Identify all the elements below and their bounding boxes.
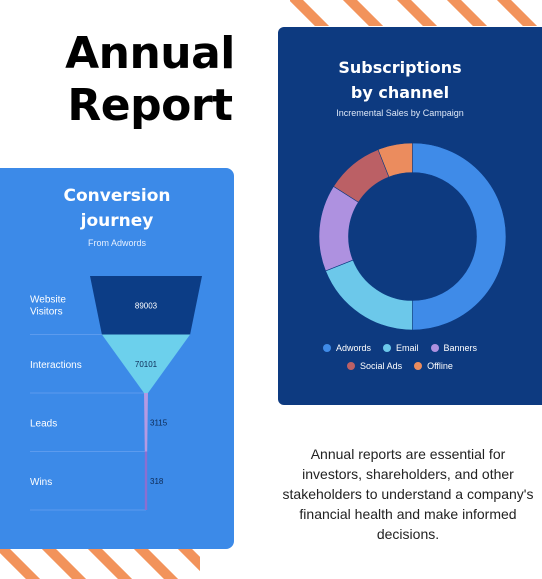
legend-swatch: [430, 344, 439, 352]
legend-item: Social Ads: [347, 361, 402, 371]
stripe: [0, 546, 41, 579]
funnel-value-label: 70101: [135, 360, 158, 369]
stripe: [174, 546, 200, 572]
legend-swatch: [347, 362, 356, 370]
donut-slice-adwords: [412, 142, 507, 331]
legend-row: Adwords Email Banners: [278, 343, 522, 353]
funnel-stage-label: Wins: [30, 477, 52, 488]
funnel-stage-3: [144, 451, 148, 510]
legend-label: Social Ads: [360, 361, 403, 371]
funnel-title: Conversion journey: [0, 184, 234, 234]
legend-swatch: [322, 344, 331, 352]
legend-row: Social Ads Offline: [278, 361, 522, 371]
conversion-funnel-card: Conversion journey From Adwords Website V…: [0, 168, 234, 549]
decorative-stripes-top: [290, 0, 542, 26]
legend-item: Adwords: [322, 343, 371, 353]
funnel-stage-label: Interactions: [30, 360, 82, 371]
subscriptions-card: Subscriptions by channel Incremental Sal…: [278, 27, 542, 405]
decorative-stripes-bottom: [0, 546, 200, 579]
legend-swatch: [414, 362, 423, 370]
chart-legend: Adwords Email Banners Social Ads Offline: [278, 343, 522, 379]
donut-chart: [318, 142, 507, 331]
stripe: [84, 546, 133, 579]
funnel-stage-0: [90, 276, 202, 335]
funnel-value-label: 318: [150, 477, 164, 486]
stripe: [396, 0, 438, 26]
donut-slice-email: [325, 259, 413, 331]
funnel-value-label: 3115: [150, 418, 168, 427]
legend-item: Offline: [414, 361, 453, 371]
funnel-subtitle: From Adwords: [87, 238, 147, 248]
stripe: [130, 546, 179, 579]
stripes-svg: [290, 0, 538, 26]
channel-title: Subscriptions by channel: [278, 55, 522, 105]
stripe: [496, 0, 538, 26]
legend-item: Banners: [430, 343, 478, 353]
stripe: [446, 0, 488, 26]
description-text: Annual reports are essential for investo…: [282, 446, 534, 542]
funnel-chart: Website Visitors 89003 Interactions 70101 Lea…: [30, 276, 202, 511]
funnel-title-line1: Conversion: [63, 186, 171, 206]
funnel-title-line2: journey: [80, 211, 154, 231]
stripe: [290, 0, 330, 26]
funnel-stage-label: Website Visitors: [30, 294, 66, 317]
stripe: [38, 546, 87, 579]
legend-label: Email: [395, 343, 419, 353]
stripes-svg: [0, 546, 200, 579]
legend-item: Email: [382, 343, 419, 353]
funnel-stage-label: Leads: [30, 418, 57, 429]
stripe: [342, 0, 384, 26]
channel-title-line2: by channel: [350, 83, 450, 102]
page-title: Annual Report: [40, 28, 260, 132]
legend-label: Adwords: [335, 343, 371, 353]
donut-slice-banners: [318, 185, 359, 272]
funnel-stage-2: [144, 393, 148, 452]
funnel-stage-1: [101, 334, 191, 393]
page-title-line1: Annual: [65, 28, 235, 79]
channel-title-line1: Subscriptions: [338, 58, 462, 77]
channel-subtitle: Incremental Sales by Campaign: [336, 108, 464, 118]
donut-slice-offline: [377, 142, 413, 178]
legend-label: Offline: [427, 361, 453, 371]
funnel-value-label: 89003: [135, 301, 158, 310]
legend-swatch: [382, 344, 391, 352]
page-title-line2: Report: [67, 80, 233, 131]
legend-label: Banners: [443, 343, 478, 353]
